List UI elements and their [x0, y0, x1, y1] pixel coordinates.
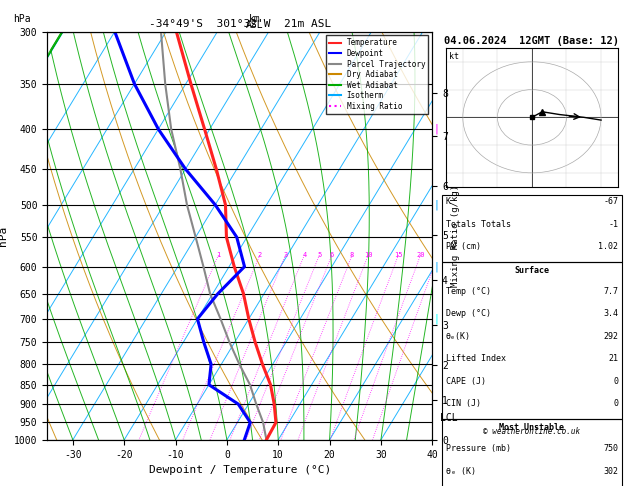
Text: -67: -67 — [603, 197, 618, 206]
Y-axis label: hPa: hPa — [0, 226, 8, 246]
Text: -1: -1 — [608, 220, 618, 228]
Text: 6: 6 — [330, 252, 334, 258]
Text: 4: 4 — [302, 252, 306, 258]
Text: 8: 8 — [350, 252, 354, 258]
Text: km: km — [249, 14, 260, 24]
Text: θₑ (K): θₑ (K) — [445, 467, 476, 476]
Text: 0: 0 — [613, 399, 618, 408]
Text: 292: 292 — [603, 332, 618, 341]
Text: 21: 21 — [608, 354, 618, 364]
Text: 5: 5 — [317, 252, 321, 258]
Text: 302: 302 — [603, 467, 618, 476]
Text: CAPE (J): CAPE (J) — [445, 377, 486, 386]
Text: LCL: LCL — [440, 413, 458, 423]
Text: © weatheronline.co.uk: © weatheronline.co.uk — [483, 427, 581, 436]
Text: 15: 15 — [394, 252, 403, 258]
Text: Temp (°C): Temp (°C) — [445, 287, 491, 296]
Text: K: K — [445, 197, 450, 206]
X-axis label: Dewpoint / Temperature (°C): Dewpoint / Temperature (°C) — [148, 465, 331, 475]
Text: 3: 3 — [284, 252, 287, 258]
Text: CIN (J): CIN (J) — [445, 399, 481, 408]
Text: hPa: hPa — [13, 14, 31, 24]
Text: |: | — [434, 200, 440, 210]
Text: 1: 1 — [216, 252, 221, 258]
Text: Lifted Index: Lifted Index — [445, 354, 506, 364]
Text: Most Unstable: Most Unstable — [499, 423, 564, 432]
Text: |: | — [434, 124, 440, 135]
Text: Dewp (°C): Dewp (°C) — [445, 310, 491, 318]
Text: 20: 20 — [416, 252, 425, 258]
Text: 04.06.2024  12GMT (Base: 12): 04.06.2024 12GMT (Base: 12) — [445, 35, 620, 46]
Text: Totals Totals: Totals Totals — [445, 220, 511, 228]
Text: θₑ(K): θₑ(K) — [445, 332, 470, 341]
Y-axis label: Mixing Ratio (g/kg): Mixing Ratio (g/kg) — [450, 185, 460, 287]
Text: |: | — [434, 313, 440, 324]
Text: Pressure (mb): Pressure (mb) — [445, 444, 511, 453]
Legend: Temperature, Dewpoint, Parcel Trajectory, Dry Adiabat, Wet Adiabat, Isotherm, Mi: Temperature, Dewpoint, Parcel Trajectory… — [326, 35, 428, 114]
Text: 7.7: 7.7 — [603, 287, 618, 296]
Title: -34°49'S  301°32'W  21m ASL: -34°49'S 301°32'W 21m ASL — [148, 19, 331, 30]
Text: 750: 750 — [603, 444, 618, 453]
Text: 1.02: 1.02 — [598, 242, 618, 251]
Text: ASL: ASL — [246, 20, 264, 30]
Text: Surface: Surface — [515, 266, 549, 275]
Text: PW (cm): PW (cm) — [445, 242, 481, 251]
Text: 10: 10 — [364, 252, 372, 258]
Text: 3.4: 3.4 — [603, 310, 618, 318]
Text: 0: 0 — [613, 377, 618, 386]
Text: 2: 2 — [258, 252, 262, 258]
Text: |: | — [434, 261, 440, 272]
